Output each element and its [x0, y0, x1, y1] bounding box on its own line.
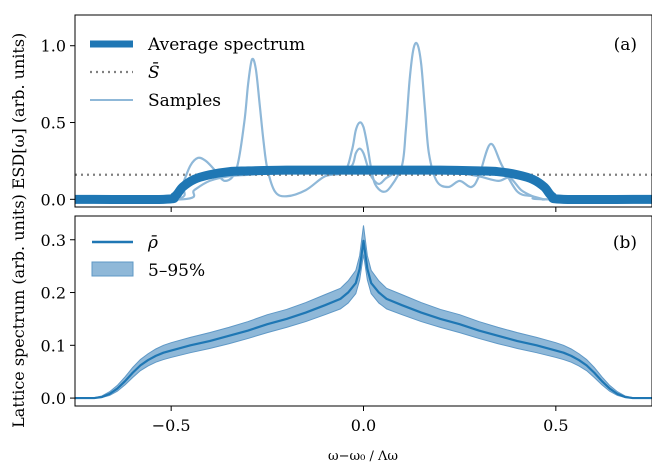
panel-a-ytick-label: 1.0 — [41, 37, 66, 56]
panel-b-xtick-label: 0.5 — [543, 416, 568, 435]
panel-b-xtick-label: 0.0 — [351, 416, 376, 435]
panel-b-ytick-label: 0.3 — [41, 231, 66, 250]
rho-mean-line — [75, 239, 652, 400]
panel-b-label: (b) — [613, 233, 637, 253]
percentile-band — [75, 225, 652, 399]
panel-b-ytick-label: 0.0 — [41, 389, 66, 408]
legend-samples-label: Samples — [148, 91, 221, 111]
panel-a-legend: Average spectrum S̄ Samples — [90, 35, 305, 111]
legend-average-label: Average spectrum — [147, 35, 305, 55]
panel-b-xlabel: ω−ω₀ / Λω — [328, 449, 398, 464]
panel-b-ylabel: Lattice spectrum (arb. units) — [9, 194, 28, 428]
panel-b-ytick-label: 0.1 — [41, 336, 66, 355]
panel-a-ytick-label: 0.5 — [41, 114, 66, 133]
panel-a-ytick-label: 0.0 — [41, 190, 66, 209]
panel-b-xtick-label: −0.5 — [152, 416, 191, 435]
average-spectrum-line — [75, 165, 652, 205]
legend-mean-label: S̄ — [148, 61, 160, 83]
panel-a-ylabel: ESD[ω] (arb. units) — [9, 33, 28, 190]
legend-band-swatch — [91, 261, 134, 277]
panel-b: 0.0 0.1 0.2 0.3 −0.5 0.0 0.5 ρ̄ 5–95% (b) Latt… — [9, 194, 652, 464]
legend-band-label: 5–95% — [148, 261, 205, 281]
panel-a-label: (a) — [614, 35, 637, 55]
panel-b-legend: ρ̄ 5–95% — [91, 233, 205, 281]
legend-rho-label: ρ̄ — [147, 233, 158, 253]
panel-b-ytick-label: 0.2 — [41, 284, 66, 303]
panel-a: 0.0 0.5 1.0 Average spectrum S̄ Samples (a… — [9, 14, 652, 212]
sample-line — [75, 41, 652, 202]
